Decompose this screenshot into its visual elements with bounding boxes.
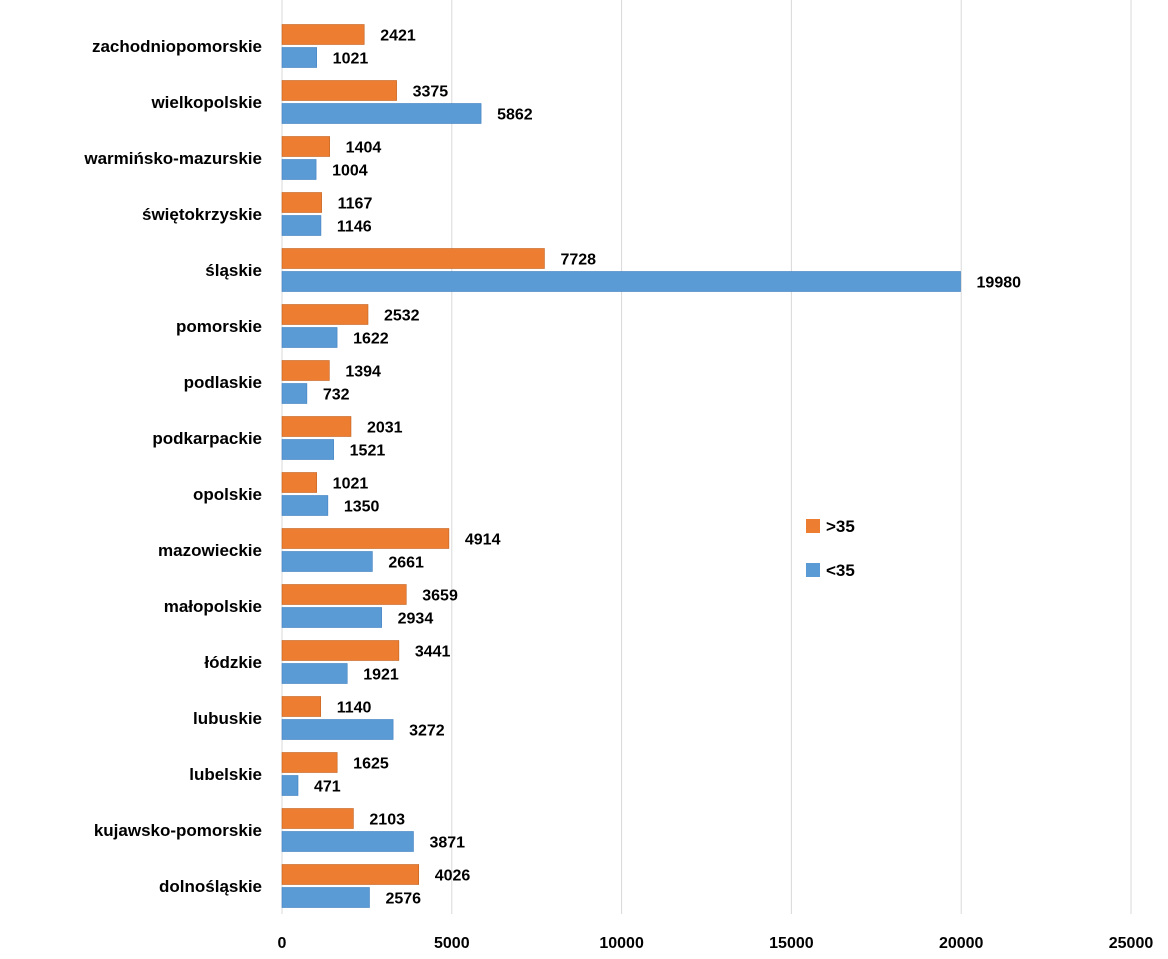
data-label: 7728 bbox=[560, 252, 596, 269]
bar-over-35 bbox=[281, 416, 352, 437]
bar-over-35 bbox=[281, 192, 322, 213]
category-label: śląskie bbox=[205, 261, 262, 280]
data-label: 732 bbox=[323, 387, 350, 404]
bar-over-35 bbox=[281, 80, 397, 101]
bar-under-35 bbox=[281, 159, 317, 180]
data-label: 2421 bbox=[380, 28, 416, 45]
bar-over-35 bbox=[281, 472, 317, 493]
labels: 0 5000 10000 15000 20000 25000 zachodniopomors… bbox=[83, 28, 1153, 953]
category-label: świętokrzyskie bbox=[142, 205, 262, 224]
legend-label: >35 bbox=[826, 517, 855, 536]
bar-over-35 bbox=[281, 640, 400, 661]
data-label: 2031 bbox=[367, 420, 403, 437]
legend: >35 <35 bbox=[806, 517, 855, 580]
category-label: zachodniopomorskie bbox=[92, 37, 262, 56]
bar-under-35 bbox=[281, 607, 382, 628]
data-label: 1167 bbox=[338, 196, 373, 213]
bar-under-35 bbox=[281, 103, 482, 124]
data-label: 2934 bbox=[398, 611, 434, 628]
bar-under-35 bbox=[281, 887, 370, 908]
bar-over-35 bbox=[281, 752, 338, 773]
data-label: 1350 bbox=[344, 499, 380, 516]
data-label: 19980 bbox=[977, 275, 1022, 292]
bar-under-35 bbox=[281, 495, 329, 516]
data-label: 2661 bbox=[388, 555, 424, 572]
category-label: mazowieckie bbox=[158, 541, 262, 560]
legend-label: <35 bbox=[826, 561, 855, 580]
data-label: 3272 bbox=[409, 723, 445, 740]
data-label: 3871 bbox=[429, 835, 465, 852]
category-label: kujawsko-pomorskie bbox=[94, 821, 262, 840]
x-tick-label: 10000 bbox=[599, 935, 644, 952]
legend-swatch bbox=[806, 519, 820, 533]
data-label: 1021 bbox=[333, 476, 369, 493]
x-tick-label: 5000 bbox=[434, 935, 470, 952]
legend-swatch bbox=[806, 563, 820, 577]
data-label: 1146 bbox=[337, 219, 372, 236]
data-label: 1625 bbox=[353, 756, 389, 773]
bar-under-35 bbox=[281, 551, 373, 572]
data-label: 1004 bbox=[332, 163, 368, 180]
data-label: 2103 bbox=[369, 812, 405, 829]
data-label: 471 bbox=[314, 779, 341, 796]
x-tick-label: 15000 bbox=[769, 935, 814, 952]
data-label: 3441 bbox=[415, 644, 451, 661]
bar-over-35 bbox=[281, 360, 330, 381]
category-label: małopolskie bbox=[164, 597, 262, 616]
bar-over-35 bbox=[281, 248, 545, 269]
data-label: 4026 bbox=[435, 868, 471, 885]
category-label: łódzkie bbox=[204, 653, 262, 672]
bar-over-35 bbox=[281, 24, 365, 45]
bar-over-35 bbox=[281, 584, 407, 605]
bar-over-35 bbox=[281, 864, 420, 885]
data-label: 1021 bbox=[333, 51, 369, 68]
bar-over-35 bbox=[281, 304, 369, 325]
bar-under-35 bbox=[281, 271, 961, 292]
bar-under-35 bbox=[281, 327, 338, 348]
category-label: lubelskie bbox=[189, 765, 262, 784]
category-label: warmińsko-mazurskie bbox=[83, 149, 262, 168]
data-label: 1622 bbox=[353, 331, 389, 348]
category-label: pomorskie bbox=[176, 317, 262, 336]
category-label: podkarpackie bbox=[152, 429, 262, 448]
bars bbox=[281, 24, 961, 908]
data-label: 1140 bbox=[337, 700, 372, 717]
category-label: wielkopolskie bbox=[150, 93, 262, 112]
x-tick-label: 0 bbox=[278, 935, 287, 952]
bar-over-35 bbox=[281, 808, 354, 829]
category-label: opolskie bbox=[193, 485, 262, 504]
x-tick-label: 20000 bbox=[939, 935, 984, 952]
data-label: 2532 bbox=[384, 308, 420, 325]
bar-over-35 bbox=[281, 528, 450, 549]
bar-under-35 bbox=[281, 47, 317, 68]
x-tick-label: 25000 bbox=[1109, 935, 1154, 952]
bar-under-35 bbox=[281, 439, 334, 460]
bar-under-35 bbox=[281, 663, 348, 684]
bar-under-35 bbox=[281, 383, 308, 404]
data-label: 1404 bbox=[346, 140, 382, 157]
data-label: 5862 bbox=[497, 107, 533, 124]
data-label: 1521 bbox=[350, 443, 386, 460]
bar-under-35 bbox=[281, 831, 414, 852]
category-label: podlaskie bbox=[184, 373, 262, 392]
category-label: dolnośląskie bbox=[159, 877, 262, 896]
bar-over-35 bbox=[281, 696, 322, 717]
data-label: 3375 bbox=[413, 84, 449, 101]
data-label: 1921 bbox=[363, 667, 399, 684]
data-label: 3659 bbox=[422, 588, 458, 605]
data-label: 4914 bbox=[465, 532, 501, 549]
bar-over-35 bbox=[281, 136, 330, 157]
bar-under-35 bbox=[281, 719, 394, 740]
data-label: 1394 bbox=[345, 364, 381, 381]
gridlines bbox=[281, 0, 1132, 914]
data-label: 2576 bbox=[385, 891, 421, 908]
category-label: lubuskie bbox=[193, 709, 262, 728]
bar-under-35 bbox=[281, 215, 322, 236]
bar-under-35 bbox=[281, 775, 299, 796]
